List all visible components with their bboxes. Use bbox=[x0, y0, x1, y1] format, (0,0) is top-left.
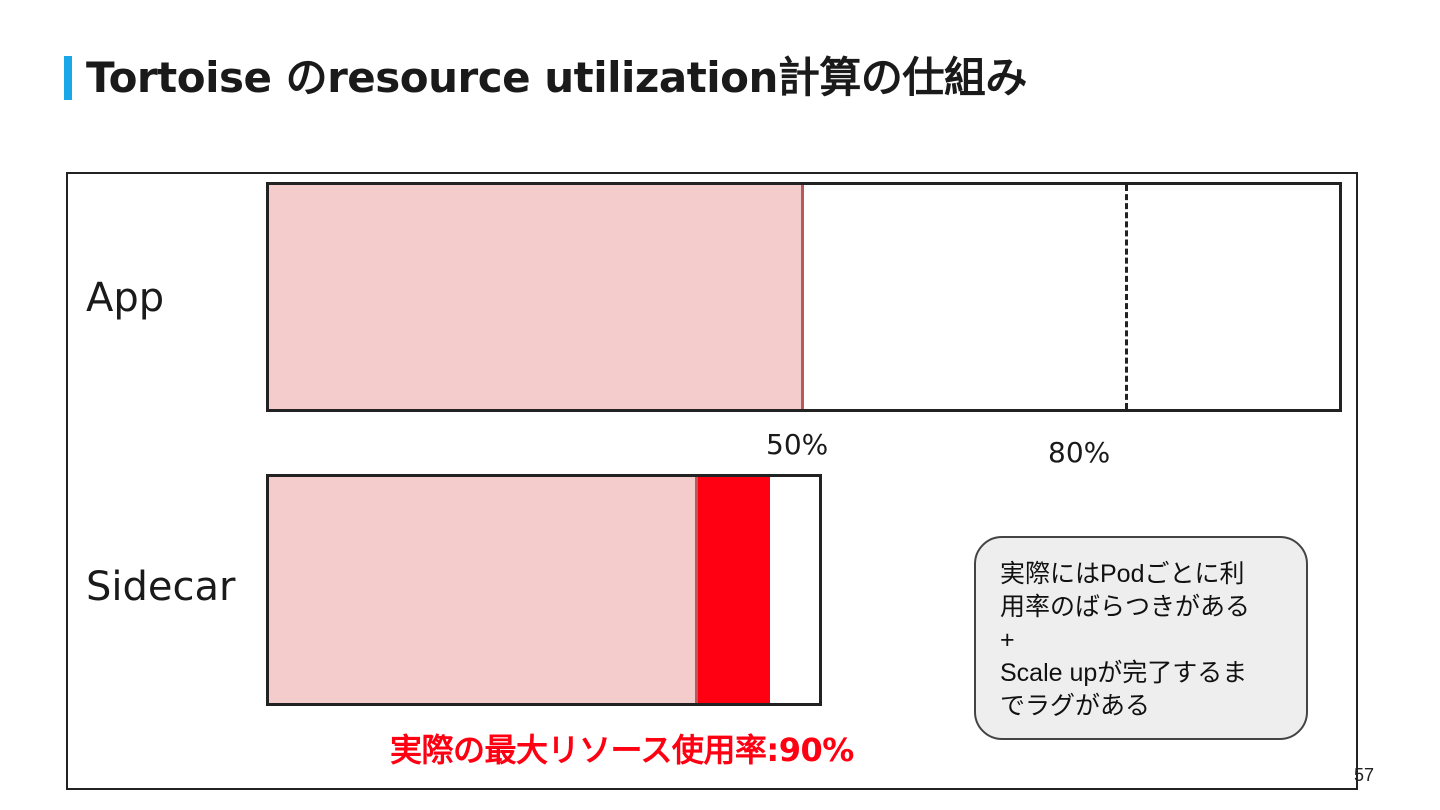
app-bar bbox=[266, 182, 1342, 412]
sidecar-bar bbox=[266, 474, 822, 706]
title-accent-bar bbox=[64, 56, 72, 100]
row-label-app: App bbox=[86, 275, 165, 321]
note-line: Scale upが完了するま bbox=[1000, 659, 1248, 687]
note-line: 用率のばらつきがある bbox=[1000, 593, 1251, 621]
max-utilization-caption: 実際の最大リソース使用率:90% bbox=[390, 731, 854, 769]
note-line: + bbox=[1000, 626, 1015, 654]
note-callout: 実際にはPodごとに利 用率のばらつきがある + Scale upが完了するま … bbox=[974, 536, 1308, 740]
app-threshold-marker bbox=[1125, 185, 1128, 409]
slide-title: Tortoise のresource utilization計算の仕組み bbox=[86, 53, 1027, 102]
utilization-50-label: 50% bbox=[766, 428, 829, 461]
page-number: 57 bbox=[1354, 765, 1375, 785]
note-line: でラグがある bbox=[1000, 692, 1151, 720]
sidecar-utilization-fill bbox=[269, 477, 698, 703]
note-line: 実際にはPodごとに利 bbox=[1000, 560, 1245, 588]
threshold-80-label: 80% bbox=[1048, 436, 1111, 469]
diagram-frame bbox=[66, 172, 1358, 790]
row-label-sidecar: Sidecar bbox=[86, 564, 236, 610]
app-utilization-fill bbox=[269, 185, 804, 409]
sidecar-peak-fill bbox=[698, 477, 770, 703]
